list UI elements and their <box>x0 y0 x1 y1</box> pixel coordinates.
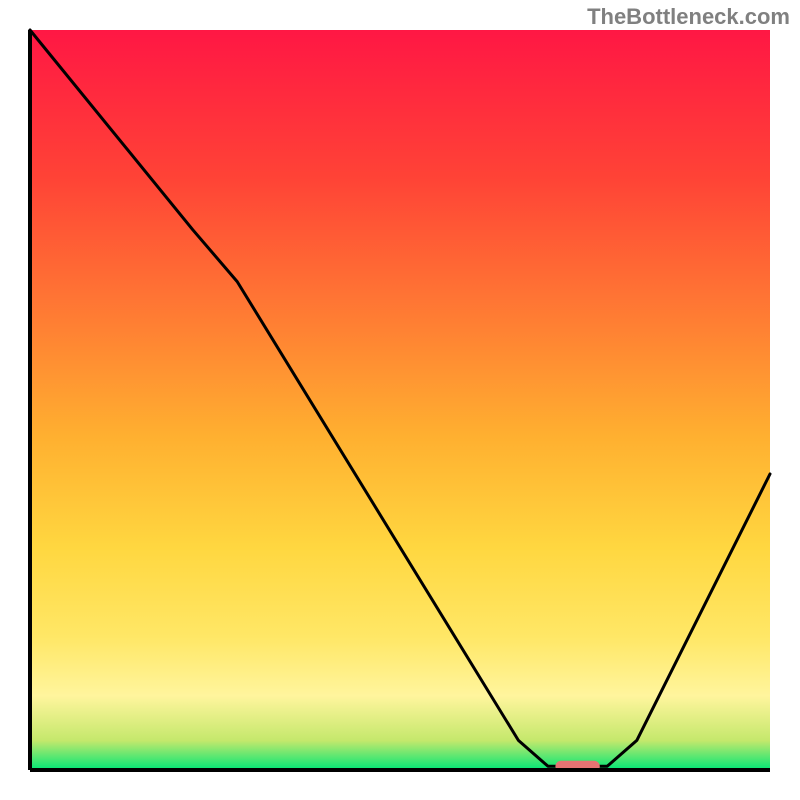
bottleneck-chart <box>0 0 800 800</box>
plot-area <box>30 30 770 772</box>
gradient-background <box>30 30 770 770</box>
watermark: TheBottleneck.com <box>587 4 790 30</box>
